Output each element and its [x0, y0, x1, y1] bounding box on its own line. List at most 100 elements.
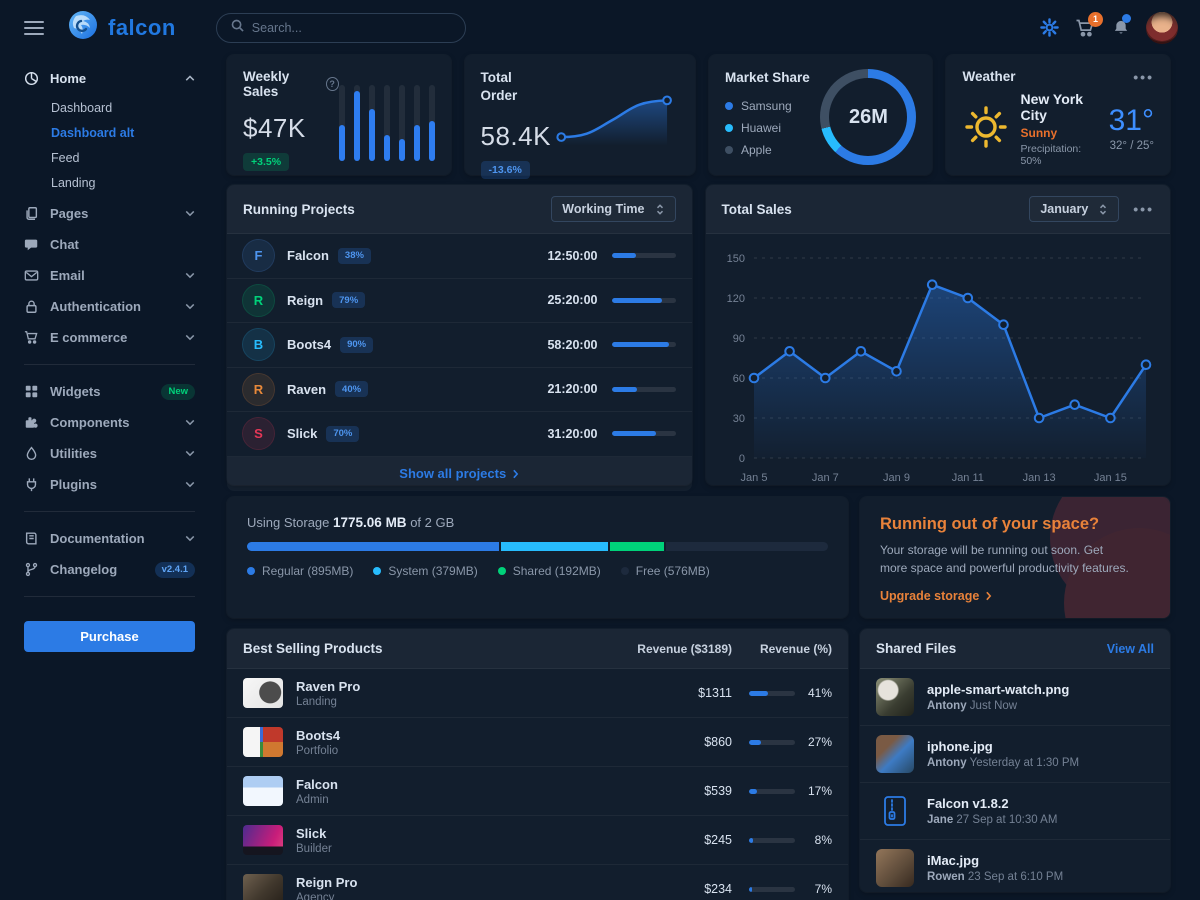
working-time-select[interactable]: Working Time [551, 196, 676, 222]
weather-range: 32° / 25° [1109, 140, 1154, 152]
product-category: Builder [296, 842, 332, 855]
best-selling-title: Best Selling Products [243, 641, 383, 656]
sidebar-nav: Home Dashboard Dashboard alt Feed Landing Pag… [0, 55, 209, 900]
puzzle-icon [24, 415, 39, 430]
storage-segment [501, 542, 608, 551]
sidebar-item-widgets[interactable]: Widgets New [24, 376, 195, 407]
product-row[interactable]: Raven Pro Landing $1311 41% [227, 669, 848, 718]
project-progress-bar [611, 253, 676, 259]
market-share-title: Market Share [724, 70, 810, 85]
market-share-donut-chart: 26M [820, 69, 917, 165]
chevron-down-icon [185, 334, 195, 341]
settings-gear-icon[interactable] [1040, 18, 1059, 37]
project-row[interactable]: F Falcon 38% 12:50:00 [227, 234, 692, 279]
sidebar-item-plugins[interactable]: Plugins [24, 469, 195, 500]
weather-condition: Sunny [1020, 126, 1058, 140]
product-revenue: $234 [704, 882, 732, 896]
sidebar-subitem-dashboard[interactable]: Dashboard [51, 100, 113, 115]
project-row[interactable]: B Boots4 90% 58:20:00 [227, 323, 692, 368]
product-name: Boots4 [296, 727, 341, 743]
market-share-legend-item: Apple [724, 143, 810, 157]
product-row[interactable]: Falcon Admin $539 17% [227, 767, 848, 816]
weekly-sales-bar [368, 85, 375, 161]
sidebar-badge: v2.4.1 [154, 561, 195, 578]
show-all-projects-link[interactable]: Show all projects [227, 456, 692, 491]
zip-file-icon [882, 795, 908, 827]
shared-file-row[interactable]: apple-smart-watch.png Antony Just Now [860, 669, 1170, 726]
market-share-legend-item: Samsung [724, 99, 810, 113]
file-thumbnail [876, 735, 914, 773]
purchase-button[interactable]: Purchase [24, 621, 195, 652]
sidebar-divider [24, 364, 195, 365]
sidebar-item-e-commerce[interactable]: E commerce [24, 322, 195, 353]
market-share-center-value: 26M [849, 105, 888, 128]
sidebar-item-authentication[interactable]: Authentication [24, 291, 195, 322]
total-sales-menu-icon[interactable]: ••• [1133, 201, 1154, 217]
sidebar-item-label: Widgets [50, 384, 101, 399]
email-icon [24, 268, 39, 283]
brand-logo[interactable]: falcon [66, 8, 176, 47]
chevron-right-icon [513, 469, 519, 478]
sidebar-item-label: Pages [50, 206, 89, 221]
sidebar-item-pages[interactable]: Pages [24, 198, 195, 229]
product-row[interactable]: Slick Builder $245 8% [227, 816, 848, 865]
project-row[interactable]: S Slick 70% 31:20:00 [227, 412, 692, 457]
shared-files-card: Shared Files View All apple-smart-watch.… [860, 629, 1170, 892]
lock-icon [24, 299, 39, 314]
running-projects-title: Running Projects [243, 201, 355, 217]
weather-menu-icon[interactable]: ••• [1133, 69, 1154, 85]
file-thumbnail [876, 792, 914, 830]
storage-segment [665, 542, 828, 551]
best-selling-card: Best Selling Products Revenue ($3189) Re… [227, 629, 848, 900]
sidebar-item-email[interactable]: Email [24, 260, 195, 291]
svg-text:90: 90 [732, 333, 744, 345]
project-row[interactable]: R Raven 40% 21:20:00 [227, 368, 692, 412]
product-revenue: $1311 [698, 686, 732, 700]
month-select[interactable]: January [1029, 196, 1120, 222]
storage-legend-item: System (379MB) [373, 564, 478, 578]
product-progress-bar [749, 690, 795, 696]
hamburger-menu-icon[interactable] [24, 20, 44, 35]
sidebar-subitem-dashboard-alt[interactable]: Dashboard alt [51, 125, 135, 140]
user-avatar[interactable] [1146, 11, 1178, 44]
sidebar-subitem-feed[interactable]: Feed [51, 150, 80, 165]
product-category: Agency [296, 891, 335, 900]
topbar: falcon 1 [0, 0, 1200, 55]
chevron-down-icon [185, 419, 195, 426]
shared-file-row[interactable]: iphone.jpg Antony Yesterday at 1:30 PM [860, 726, 1170, 783]
legend-label: Regular (895MB) [262, 564, 354, 578]
shared-file-row[interactable]: iMac.jpg Rowen 23 Sep at 6:10 PM [860, 840, 1170, 892]
project-row[interactable]: R Reign 79% 25:20:00 [227, 279, 692, 323]
legend-label: Apple [740, 143, 772, 157]
sidebar-item-changelog[interactable]: Changelog v2.4.1 [24, 554, 195, 585]
storage-label: Using Storage 1775.06 MB of 2 GB [247, 515, 455, 530]
file-meta: Jane 27 Sep at 10:30 AM [927, 814, 1058, 826]
product-row[interactable]: Reign Pro Agency $234 7% [227, 865, 848, 900]
upgrade-storage-link[interactable]: Upgrade storage [880, 589, 1150, 603]
sidebar-item-chat[interactable]: Chat [24, 229, 195, 260]
product-row[interactable]: Boots4 Portfolio $860 27% [227, 718, 848, 767]
notifications-bell-icon[interactable] [1112, 14, 1131, 37]
sidebar-item-utilities[interactable]: Utilities [24, 438, 195, 469]
svg-text:Jan 13: Jan 13 [1022, 472, 1055, 484]
file-thumbnail [876, 678, 914, 716]
cart-icon[interactable]: 1 [1075, 11, 1103, 38]
sidebar-item-home[interactable]: Home [24, 63, 195, 94]
info-icon[interactable]: ? [325, 77, 339, 91]
svg-text:150: 150 [726, 253, 744, 265]
search-input[interactable] [251, 20, 451, 35]
sidebar-item-documentation[interactable]: Documentation [24, 523, 195, 554]
widgets-icon [24, 384, 39, 399]
weekly-sales-value: $47K [243, 113, 306, 143]
revenue-pct-column-header: Revenue (%) [759, 641, 832, 656]
shared-file-row[interactable]: Falcon v1.8.2 Jane 27 Sep at 10:30 AM [860, 783, 1170, 840]
pages-icon [24, 206, 39, 221]
sidebar-item-components[interactable]: Components [24, 407, 195, 438]
notification-dot [1122, 14, 1131, 23]
view-all-link[interactable]: View All [1106, 641, 1154, 656]
product-category: Admin [296, 793, 329, 806]
sidebar-subitem-landing[interactable]: Landing [51, 175, 96, 190]
storage-segment [609, 542, 664, 551]
search-box[interactable] [215, 12, 466, 43]
sidebar-divider [24, 596, 195, 597]
